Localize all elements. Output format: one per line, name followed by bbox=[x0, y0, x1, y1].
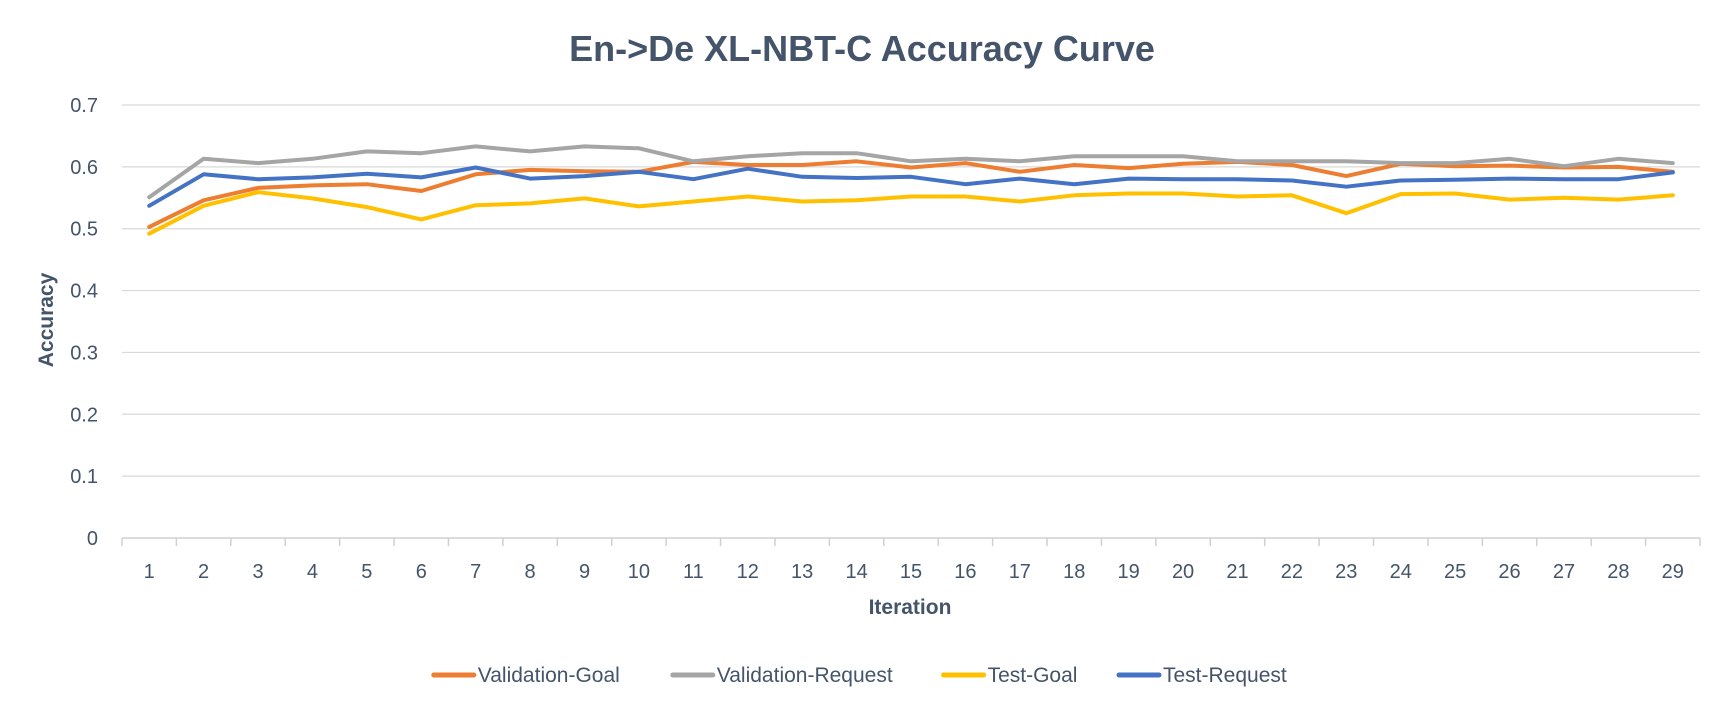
x-tick-label: 7 bbox=[470, 561, 481, 583]
x-tick-label: 29 bbox=[1662, 561, 1684, 583]
x-tick-label: 11 bbox=[683, 561, 704, 583]
y-tick-label: 0.6 bbox=[70, 157, 98, 179]
x-tick-label: 23 bbox=[1335, 561, 1357, 583]
x-tick-label: 2 bbox=[198, 561, 209, 583]
x-tick-label: 4 bbox=[307, 561, 318, 583]
x-tick-label: 12 bbox=[737, 561, 759, 583]
legend-label: Test-Goal bbox=[988, 664, 1078, 687]
x-tick-label: 17 bbox=[1009, 561, 1031, 583]
x-tick-label: 5 bbox=[361, 561, 372, 583]
x-tick-label: 28 bbox=[1607, 561, 1629, 583]
x-axis-title: Iteration bbox=[869, 596, 952, 619]
x-tick-label: 10 bbox=[628, 561, 650, 583]
x-tick-label: 26 bbox=[1498, 561, 1520, 583]
x-tick-label: 21 bbox=[1226, 561, 1248, 583]
y-tick-label: 0.1 bbox=[70, 466, 98, 488]
x-tick-label: 24 bbox=[1390, 561, 1412, 583]
legend-label: Validation-Request bbox=[717, 664, 893, 687]
chart-title: En->De XL-NBT-C Accuracy Curve bbox=[569, 28, 1155, 69]
x-tick-label: 15 bbox=[900, 561, 922, 583]
x-tick-label: 1 bbox=[144, 561, 155, 583]
x-tick-label: 25 bbox=[1444, 561, 1466, 583]
y-tick-label: 0.4 bbox=[70, 281, 98, 303]
y-tick-label: 0.7 bbox=[70, 95, 98, 117]
x-axis bbox=[121, 537, 1701, 546]
y-tick-label: 0.2 bbox=[70, 404, 98, 426]
x-tick-label: 22 bbox=[1281, 561, 1303, 583]
y-tick-label: 0.5 bbox=[70, 219, 98, 241]
x-tick-label: 14 bbox=[845, 561, 867, 583]
x-tick-label: 9 bbox=[579, 561, 590, 583]
x-tick-label: 13 bbox=[791, 561, 813, 583]
x-tick-label: 18 bbox=[1063, 561, 1085, 583]
x-tick-label: 27 bbox=[1553, 561, 1575, 583]
x-tick-label: 8 bbox=[525, 561, 536, 583]
legend-item-test-request: Test-Request bbox=[1116, 664, 1287, 687]
y-tick-label: 0 bbox=[87, 528, 98, 550]
legend-label: Validation-Goal bbox=[478, 664, 620, 687]
x-tick-label: 20 bbox=[1172, 561, 1194, 583]
legend-item-test-goal: Test-Goal bbox=[941, 664, 1078, 687]
y-tick-label: 0.3 bbox=[70, 342, 98, 364]
x-tick-label: 6 bbox=[416, 561, 427, 583]
y-axis-ticks: 0 0.1 0.2 0.3 0.4 0.5 0.6 0.7 bbox=[70, 95, 98, 550]
legend: Validation-Goal Validation-Request Test-Go… bbox=[431, 664, 1287, 687]
x-tick-label: 19 bbox=[1118, 561, 1140, 583]
series-lines bbox=[147, 144, 1675, 236]
series-line-test-goal bbox=[147, 190, 1675, 236]
legend-item-validation-request: Validation-Request bbox=[670, 664, 893, 687]
x-tick-label: 3 bbox=[252, 561, 263, 583]
series-line-test-request bbox=[147, 165, 1675, 208]
x-axis-ticks: 1 2 3 4 5 6 7 8 9 10 11 12 13 14 15 16 17 18 19 20 21 22 23 24 2… bbox=[144, 561, 1684, 583]
series-line-validation-request bbox=[147, 144, 1675, 200]
x-tick-label: 16 bbox=[954, 561, 976, 583]
legend-item-validation-goal: Validation-Goal bbox=[431, 664, 620, 687]
y-axis-title: Accuracy bbox=[35, 272, 58, 367]
legend-label: Test-Request bbox=[1163, 664, 1287, 687]
